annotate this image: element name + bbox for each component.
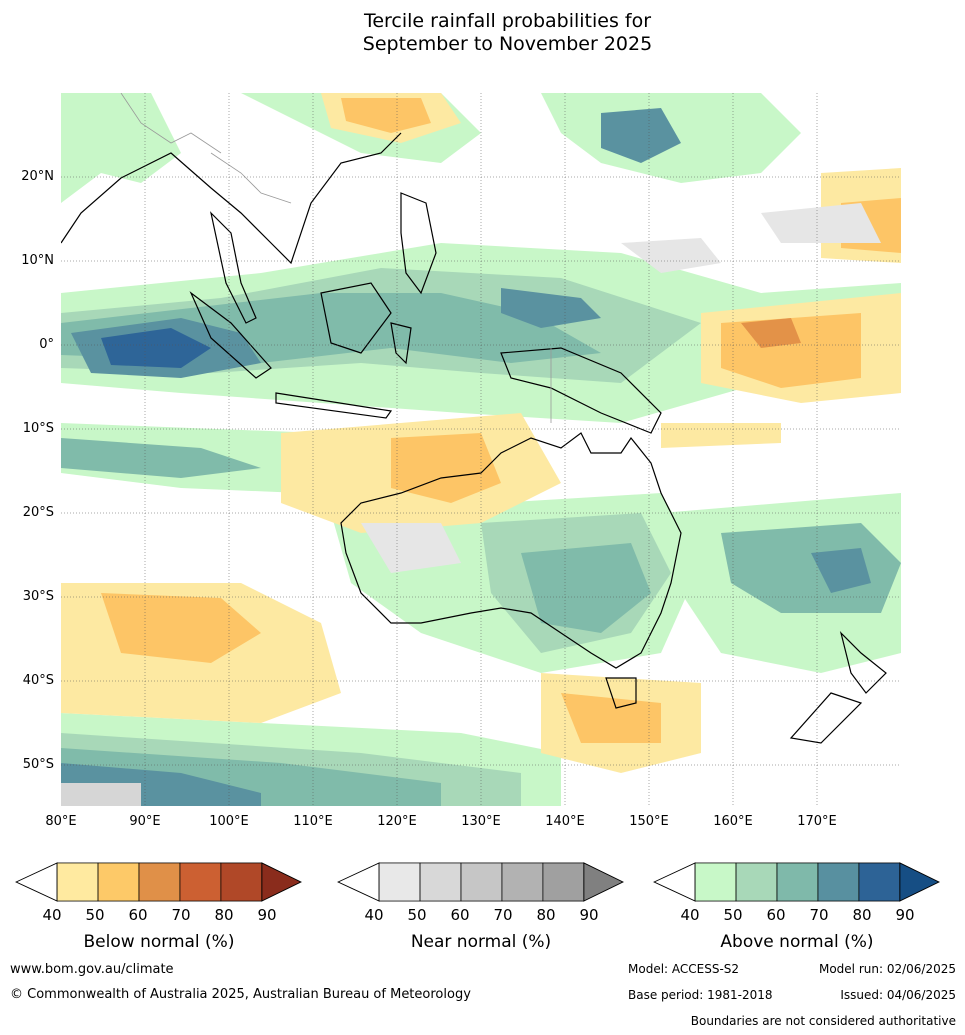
above-normal-title: Above normal (%) [720, 932, 874, 952]
below-50-area [391, 433, 501, 503]
copyright-text: © Commonwealth of Australia 2025, Austra… [10, 987, 471, 1002]
above-normal-areas [61, 93, 901, 806]
lat-label-40s: 40°S [22, 673, 54, 688]
new-zealand-north [839, 631, 887, 694]
lon-label-140e: 140°E [545, 814, 585, 829]
model-label: Model: ACCESS-S2 [628, 962, 740, 976]
below-50-area [341, 98, 431, 133]
tasmania-coastline [605, 677, 637, 709]
lon-label-150e: 150°E [629, 814, 669, 829]
philippines-coastline [400, 192, 437, 295]
java-coastline [275, 392, 393, 419]
boundaries-disclaimer: Boundaries are not considered authoritat… [690, 1014, 956, 1028]
lat-label-20n: 20°N [21, 169, 54, 184]
rainfall-probability-map [61, 93, 901, 806]
borneo-coastline [320, 282, 392, 354]
near-40-area [621, 238, 721, 273]
above-70-area [501, 288, 601, 328]
model-run-label: Model run: 02/06/2025 [818, 962, 956, 976]
above-70-area [811, 548, 871, 593]
near-50-area [61, 783, 141, 806]
above-60-area [721, 523, 901, 613]
below-50-area [101, 593, 261, 663]
lon-label-80e: 80°E [45, 814, 77, 829]
lon-label-100e: 100°E [209, 814, 249, 829]
below-50-area [561, 693, 661, 743]
sumatra-coastline [189, 291, 272, 379]
map-title: Tercile rainfall probabilities for Septe… [0, 10, 965, 56]
lon-label-170e: 170°E [797, 814, 837, 829]
malay-peninsula [209, 211, 257, 324]
lon-label-130e: 130°E [461, 814, 501, 829]
lat-label-10n: 10°N [21, 253, 54, 268]
near-normal-areas [61, 203, 881, 806]
near-normal-title: Near normal (%) [410, 932, 552, 952]
issued-label: Issued: 04/06/2025 [840, 988, 956, 1002]
new-zealand-south [789, 692, 863, 744]
title-line-1: Tercile rainfall probabilities for [363, 10, 652, 32]
below-60-area [741, 318, 801, 348]
map-svg [61, 93, 901, 806]
title-line-2: September to November 2025 [362, 33, 653, 55]
near-40-area [361, 523, 461, 573]
near-40-area [761, 203, 881, 243]
lon-label-120e: 120°E [377, 814, 417, 829]
lat-label-50s: 50°S [22, 757, 54, 772]
above-40-area [61, 93, 181, 203]
lat-label-0: 0° [39, 337, 54, 352]
above-normal-colorbar [653, 862, 940, 902]
website-link[interactable]: www.bom.gov.au/climate [10, 962, 174, 977]
sulawesi-coastline [390, 322, 412, 365]
graticule [61, 93, 901, 806]
asia-coastline [61, 132, 402, 265]
near-normal-colorbar [337, 862, 624, 902]
lon-label-90e: 90°E [129, 814, 161, 829]
australia-coastline [340, 432, 682, 669]
lon-label-110e: 110°E [293, 814, 333, 829]
country-borders [120, 93, 552, 423]
below-normal-title: Below normal (%) [83, 932, 235, 952]
above-60-area [61, 438, 261, 478]
below-normal-colorbar [15, 862, 302, 902]
lon-label-160e: 160°E [713, 814, 753, 829]
lat-label-30s: 30°S [22, 589, 54, 604]
above-70-area [601, 108, 681, 163]
base-period-label: Base period: 1981-2018 [628, 988, 773, 1002]
coastlines [61, 132, 887, 744]
new-guinea-coastline [500, 347, 662, 434]
lat-label-20s: 20°S [22, 505, 54, 520]
lat-label-10s: 10°S [22, 421, 54, 436]
above-60-area [521, 543, 651, 633]
above-80-area [101, 328, 211, 368]
